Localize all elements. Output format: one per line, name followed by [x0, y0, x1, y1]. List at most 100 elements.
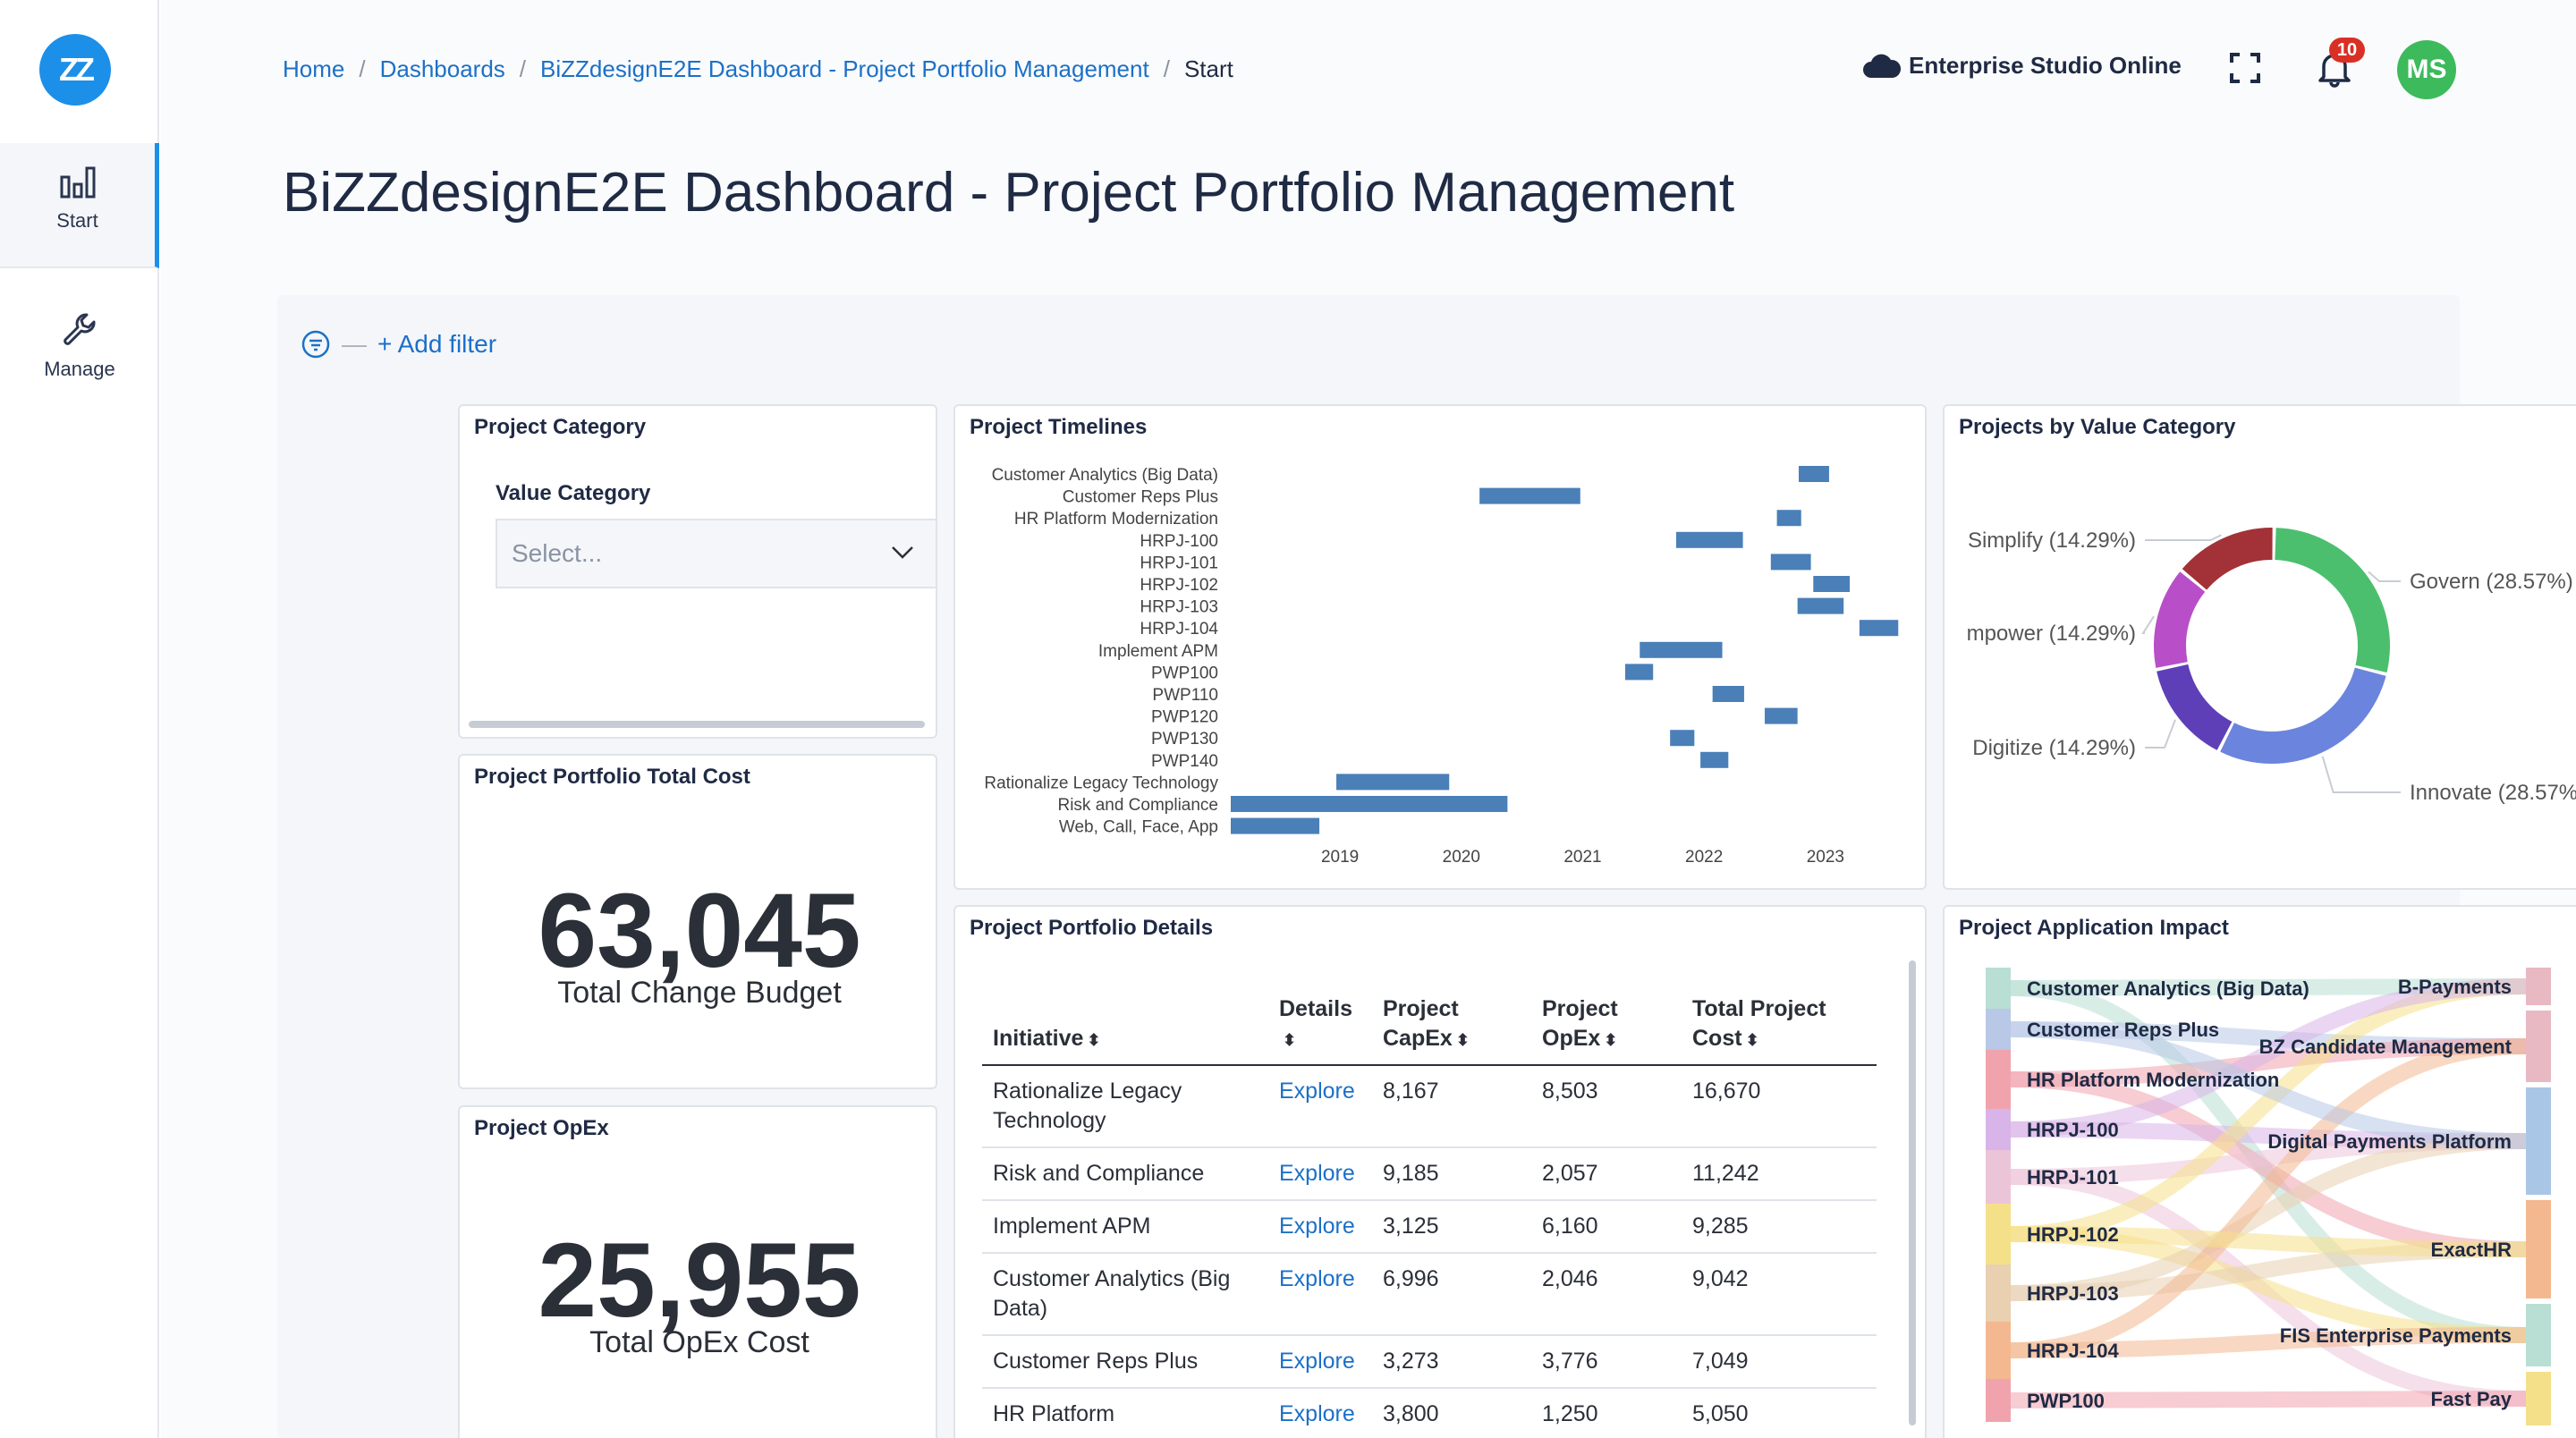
timeline-bar[interactable]: [1776, 510, 1801, 527]
breadcrumb-home[interactable]: Home: [283, 55, 345, 82]
sankey-node[interactable]: [1986, 1050, 2011, 1109]
timeline-bar[interactable]: [1624, 664, 1654, 681]
explore-link[interactable]: Explore: [1268, 1065, 1372, 1148]
explore-link[interactable]: Explore: [1268, 1388, 1372, 1438]
timeline-bar[interactable]: [1231, 817, 1320, 834]
sort-icon[interactable]: ⬍: [1283, 1031, 1297, 1049]
leader-line: [2145, 534, 2222, 541]
filter-icon[interactable]: [301, 329, 331, 360]
sort-icon[interactable]: ⬍: [1087, 1031, 1101, 1049]
explore-link[interactable]: Explore: [1268, 1335, 1372, 1389]
sort-icon[interactable]: ⬍: [1455, 1031, 1470, 1049]
timeline-bar[interactable]: [1813, 576, 1850, 592]
axis-tick-label: 2021: [1563, 848, 1601, 867]
sankey-link[interactable]: [2010, 1133, 2527, 1301]
timeline-bar[interactable]: [1797, 597, 1844, 614]
table-cell: 3,800: [1372, 1388, 1531, 1438]
sankey-node[interactable]: [1986, 1009, 2011, 1050]
column-header-total[interactable]: Total Project Cost ⬍: [1682, 987, 1877, 1066]
table-cell: 2,057: [1531, 1147, 1682, 1201]
sort-icon[interactable]: ⬍: [1745, 1031, 1759, 1049]
column-header-initiative[interactable]: Initiative ⬍: [982, 987, 1268, 1066]
card-title: Project Portfolio Details: [970, 916, 1214, 940]
card-title: Project Portfolio Total Cost: [474, 765, 750, 789]
sankey-link[interactable]: [2010, 1021, 2527, 1149]
table-cell: 3,273: [1372, 1335, 1531, 1389]
sankey-node[interactable]: [1986, 1204, 2011, 1265]
timeline-bar[interactable]: [1700, 751, 1729, 768]
timeline-bar[interactable]: [1859, 620, 1899, 637]
column-header-opex[interactable]: Project OpEx ⬍: [1531, 987, 1682, 1066]
table-cell: 6,160: [1531, 1200, 1682, 1254]
timeline-bar[interactable]: [1765, 707, 1798, 724]
sankey-node[interactable]: [1986, 1265, 2011, 1322]
timeline-bar[interactable]: [1770, 554, 1811, 571]
sankey-node[interactable]: [2526, 1200, 2551, 1298]
sidebar-item-start[interactable]: Start: [0, 143, 159, 268]
timeline-bar[interactable]: [1670, 730, 1695, 747]
sankey-node[interactable]: [1986, 1109, 2011, 1150]
sankey-link[interactable]: [2010, 1327, 2527, 1358]
breadcrumb-dashboards[interactable]: Dashboards: [379, 55, 505, 82]
explore-link[interactable]: Explore: [1268, 1200, 1372, 1254]
vertical-scrollbar[interactable]: [1909, 960, 1916, 1425]
explore-link[interactable]: Explore: [1268, 1147, 1372, 1201]
sankey-node[interactable]: [2526, 1011, 2551, 1082]
opex-label: Total OpEx Cost: [589, 1325, 809, 1359]
bar-chart-icon: [60, 166, 95, 199]
breadcrumb-dashboard[interactable]: BiZZdesignE2E Dashboard - Project Portfo…: [540, 55, 1149, 82]
column-header-details[interactable]: Details ⬍: [1268, 987, 1372, 1066]
tick-label: HRPJ-102: [1140, 576, 1218, 595]
timeline-bar[interactable]: [1336, 774, 1450, 791]
chevron-down-icon: [892, 546, 913, 559]
sankey-link[interactable]: [2010, 1391, 2527, 1408]
sankey-node[interactable]: [1986, 968, 2011, 1009]
sort-icon[interactable]: ⬍: [1604, 1031, 1618, 1049]
sankey-link[interactable]: [2010, 1226, 2527, 1257]
table-cell: HR Platform: [982, 1388, 1268, 1438]
cloud-icon: [1863, 54, 1902, 78]
horizontal-scrollbar[interactable]: [469, 721, 925, 728]
add-filter-button[interactable]: + Add filter: [377, 330, 497, 358]
breadcrumb-separator: /: [359, 55, 366, 82]
sankey-link[interactable]: [2010, 1038, 2527, 1358]
sankey-node[interactable]: [2526, 1372, 2551, 1425]
timeline-bar[interactable]: [1640, 641, 1723, 658]
sankey-node[interactable]: [1986, 1150, 2011, 1204]
sankey-node[interactable]: [1986, 1322, 2011, 1379]
avatar[interactable]: MS: [2397, 40, 2456, 99]
sankey-node[interactable]: [1986, 1379, 2011, 1422]
sankey-node[interactable]: [2526, 1087, 2551, 1195]
sankey-node-label: HRPJ-100: [2027, 1119, 2119, 1141]
timeline-bar[interactable]: [1712, 686, 1744, 702]
timeline-bar[interactable]: [1799, 466, 1829, 482]
fullscreen-icon[interactable]: [2229, 52, 2261, 84]
sankey-node-label: Digital Payments Platform: [2267, 1130, 2512, 1153]
page-title: BiZZdesignE2E Dashboard - Project Portfo…: [283, 162, 1735, 224]
explore-link[interactable]: Explore: [1268, 1253, 1372, 1336]
table-cell: 9,185: [1372, 1147, 1531, 1201]
table-cell: 2,046: [1531, 1253, 1682, 1336]
donut-slice[interactable]: [2182, 528, 2273, 590]
donut-slice[interactable]: [2220, 667, 2386, 764]
timeline-bar[interactable]: [1479, 487, 1580, 504]
card-title: Project Category: [474, 415, 647, 439]
timeline-bar[interactable]: [1675, 531, 1743, 548]
sankey-link[interactable]: [2010, 978, 2527, 1138]
breadcrumb: Home / Dashboards / BiZZdesignE2E Dashbo…: [283, 55, 1233, 83]
timeline-bar[interactable]: [1231, 796, 1508, 812]
donut-slice[interactable]: [2154, 571, 2206, 668]
leader-line: [2145, 719, 2176, 749]
sidebar-item-manage[interactable]: Manage: [0, 286, 159, 393]
app-logo[interactable]: ZZ: [39, 34, 111, 106]
value-category-select[interactable]: Select...: [496, 519, 936, 588]
donut-slice[interactable]: [2157, 664, 2233, 750]
donut-slice[interactable]: [2275, 528, 2390, 672]
sankey-node[interactable]: [2526, 1304, 2551, 1366]
project-category-card: Project Category Value Category Select..…: [458, 404, 937, 739]
sankey-node[interactable]: [2526, 968, 2551, 1005]
filter-bar: — + Add filter: [301, 329, 496, 360]
breadcrumb-separator: /: [1163, 55, 1170, 82]
column-header-capex[interactable]: Project CapEx ⬍: [1372, 987, 1531, 1066]
studio-selector[interactable]: Enterprise Studio Online: [1862, 52, 2182, 80]
